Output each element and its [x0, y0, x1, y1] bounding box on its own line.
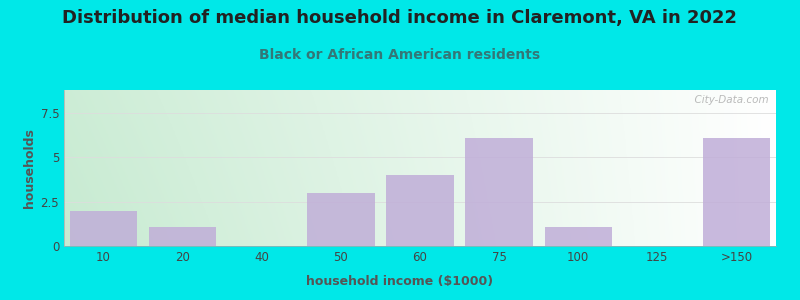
- Y-axis label: households: households: [23, 128, 36, 208]
- Bar: [307, 193, 374, 246]
- Bar: [466, 138, 533, 246]
- Bar: [703, 138, 770, 246]
- Bar: [70, 211, 137, 246]
- Bar: [545, 226, 612, 246]
- Bar: [149, 226, 216, 246]
- Bar: [386, 175, 454, 246]
- Text: household income ($1000): household income ($1000): [306, 275, 494, 288]
- Text: City-Data.com: City-Data.com: [688, 95, 769, 105]
- Text: Black or African American residents: Black or African American residents: [259, 48, 541, 62]
- Text: Distribution of median household income in Claremont, VA in 2022: Distribution of median household income …: [62, 9, 738, 27]
